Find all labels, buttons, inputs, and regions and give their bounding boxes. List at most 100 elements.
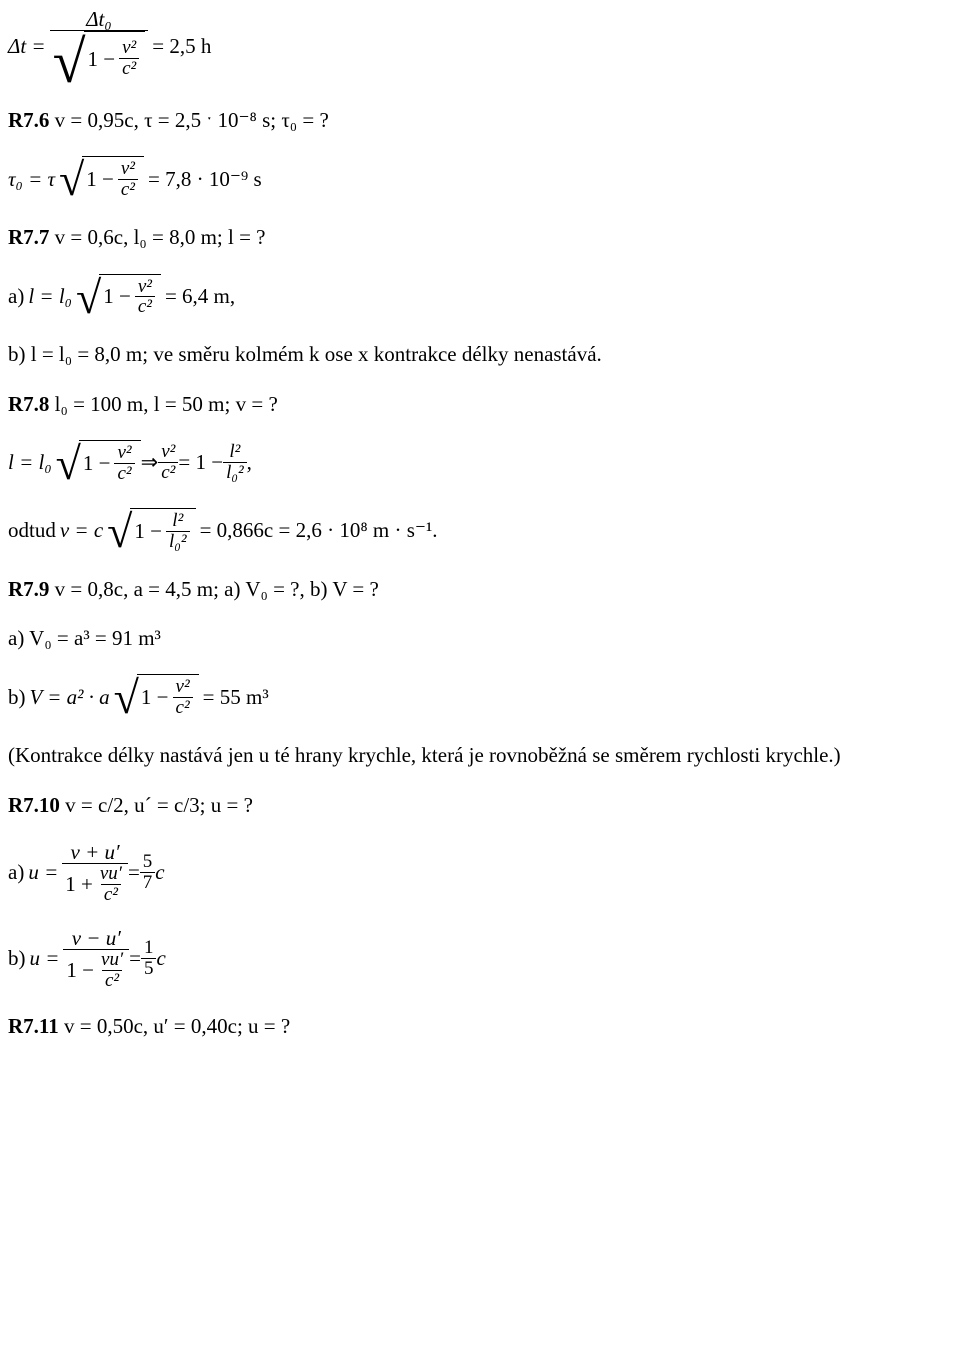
eq: = 1 − [178, 449, 223, 476]
eq: = [129, 945, 141, 972]
eq-lhs: u = [28, 859, 58, 886]
radicand: 1 − v² c² [84, 31, 146, 85]
eq-result: = 55 m³ [203, 684, 269, 711]
text: v = c/2, u´ = c/3; u = ? [65, 793, 253, 817]
equation-l-implication: l = l₀ √ 1 − v² c² ⇒ v² c² = 1 − l² l₀² … [8, 440, 960, 486]
num: v² [158, 442, 178, 462]
eq-result: = 2,5 h [152, 33, 211, 60]
prefix: a) [8, 859, 24, 886]
bot-frac: vu′ c² [98, 950, 126, 991]
label: R7.6 [8, 108, 49, 132]
equation-u-a: a) u = v + u′ 1 + vu′ c² = 5 7 c [8, 841, 960, 905]
bot-den: c² [102, 970, 122, 991]
result-frac: 5 7 [140, 852, 156, 893]
bot-den: c² [101, 884, 121, 905]
inner-num: v² [114, 443, 134, 463]
one-minus: 1 − [86, 166, 114, 193]
one-minus: 1 − [134, 518, 162, 545]
inner-num: v² [135, 277, 155, 297]
inner-den: l₀² [166, 531, 190, 552]
inner-frac: v² c² [118, 159, 138, 200]
sqrt: √ 1 − v² c² [53, 31, 146, 85]
radical-icon: √ [114, 677, 139, 723]
one-minus: 1 − [83, 450, 111, 477]
res-suffix: c [156, 945, 165, 972]
radical-icon: √ [76, 277, 101, 323]
equation-v: b) V = a² · a √ 1 − v² c² = 55 m³ [8, 674, 960, 720]
top: v + u′ [68, 841, 123, 863]
radicand: 1 − l² l₀² [130, 508, 195, 554]
frac-den: √ 1 − v² c² [50, 30, 149, 85]
eq-result: = 6,4 m, [165, 283, 235, 310]
frac-v2c2: v² c² [158, 442, 178, 483]
sqrt: √ 1 − v² c² [114, 674, 199, 720]
text: v = 0,6c, l₀ = 8,0 m; l = ? [55, 225, 266, 249]
fraction: Δt₀ √ 1 − v² c² [50, 8, 149, 85]
radicand: 1 − v² c² [137, 674, 199, 720]
inner-num: l² [169, 511, 186, 531]
problem-r7-10: R7.10 v = c/2, u´ = c/3; u = ? [8, 792, 960, 819]
prefix: a) [8, 283, 24, 310]
inner-num: v² [119, 38, 139, 58]
inner-frac: v² c² [135, 277, 155, 318]
bot-prefix: 1 − [66, 959, 94, 981]
top: v − u′ [69, 927, 124, 949]
res-num: 5 [140, 852, 156, 872]
bot-num: vu′ [97, 864, 125, 884]
res-den: 5 [141, 958, 157, 979]
sqrt: √ 1 − l² l₀² [107, 508, 195, 554]
eq-lhs: u = [30, 945, 60, 972]
problem-r7-6: R7.6 v = 0,95c, τ = 2,5 ˑ 10⁻⁸ s; τ₀ = ? [8, 107, 960, 134]
text: l₀ = 100 m, l = 50 m; v = ? [55, 392, 278, 416]
frac-num: Δt₀ [83, 8, 114, 30]
inner-den: c² [119, 58, 139, 79]
radical-icon: √ [53, 35, 86, 89]
eq-lhs: l = l₀ [28, 283, 72, 310]
eq-result: = 0,866c = 2,6 · 10⁸ m · s⁻¹. [200, 517, 438, 544]
end: , [247, 449, 252, 476]
equation-dt: Δt = Δt₀ √ 1 − v² c² = 2,5 h [8, 8, 960, 85]
res-suffix: c [155, 859, 164, 886]
bot-frac: vu′ c² [97, 864, 125, 905]
equation-l-b: b) l = l₀ = 8,0 m; ve směru kolmém k ose… [8, 341, 960, 368]
big-frac: v − u′ 1 − vu′ c² [63, 927, 129, 991]
inner-frac: l² l₀² [166, 511, 190, 552]
problem-r7-11: R7.11 v = 0,50c, u′ = 0,40c; u = ? [8, 1013, 960, 1040]
text: v = 0,8c, a = 4,5 m; a) V₀ = ?, b) V = ? [55, 577, 379, 601]
sqrt: √ 1 − v² c² [76, 274, 161, 320]
equation-l-a: a) l = l₀ √ 1 − v² c² = 6,4 m, [8, 274, 960, 320]
problem-r7-8: R7.8 l₀ = 100 m, l = 50 m; v = ? [8, 391, 960, 418]
equation-tau0: τ₀ = τ √ 1 − v² c² = 7,8 · 10⁻⁹ s [8, 156, 960, 202]
eq-result: = 7,8 · 10⁻⁹ s [148, 166, 262, 193]
num: l² [226, 442, 243, 462]
big-frac: v + u′ 1 + vu′ c² [62, 841, 128, 905]
text: v = 0,50c, u′ = 0,40c; u = ? [64, 1014, 290, 1038]
res-num: 1 [141, 938, 157, 958]
res-den: 7 [140, 872, 156, 893]
radicand: 1 − v² c² [79, 440, 141, 486]
prefix: b) [8, 684, 26, 711]
inner-frac: v² c² [114, 443, 134, 484]
radical-icon: √ [107, 511, 132, 557]
text: v = 0,95c, τ = 2,5 ˑ 10⁻⁸ s; τ₀ = ? [55, 108, 329, 132]
one-minus: 1 − [141, 684, 169, 711]
frac-l2l02: l² l₀² [223, 442, 247, 483]
equation-odtud: odtud v = c √ 1 − l² l₀² = 0,866c = 2,6 … [8, 508, 960, 554]
den: l₀² [223, 462, 247, 483]
radical-icon: √ [56, 443, 81, 489]
inner-den: c² [173, 697, 193, 718]
bot-num: vu′ [98, 950, 126, 970]
radical-icon: √ [59, 159, 84, 205]
eq-lhs: v = c [60, 517, 103, 544]
result-frac: 1 5 [141, 938, 157, 979]
label: R7.10 [8, 793, 60, 817]
inner-frac: v² c² [119, 38, 139, 79]
arrow-icon: ⇒ [141, 449, 159, 476]
inner-frac: v² c² [173, 677, 193, 718]
eq-lhs: l = l₀ [8, 449, 52, 476]
prefix: b) [8, 945, 26, 972]
radicand: 1 − v² c² [99, 274, 161, 320]
equation-u-b: b) u = v − u′ 1 − vu′ c² = 1 5 c [8, 927, 960, 991]
problem-r7-9: R7.9 v = 0,8c, a = 4,5 m; a) V₀ = ?, b) … [8, 576, 960, 603]
inner-den: c² [118, 179, 138, 200]
